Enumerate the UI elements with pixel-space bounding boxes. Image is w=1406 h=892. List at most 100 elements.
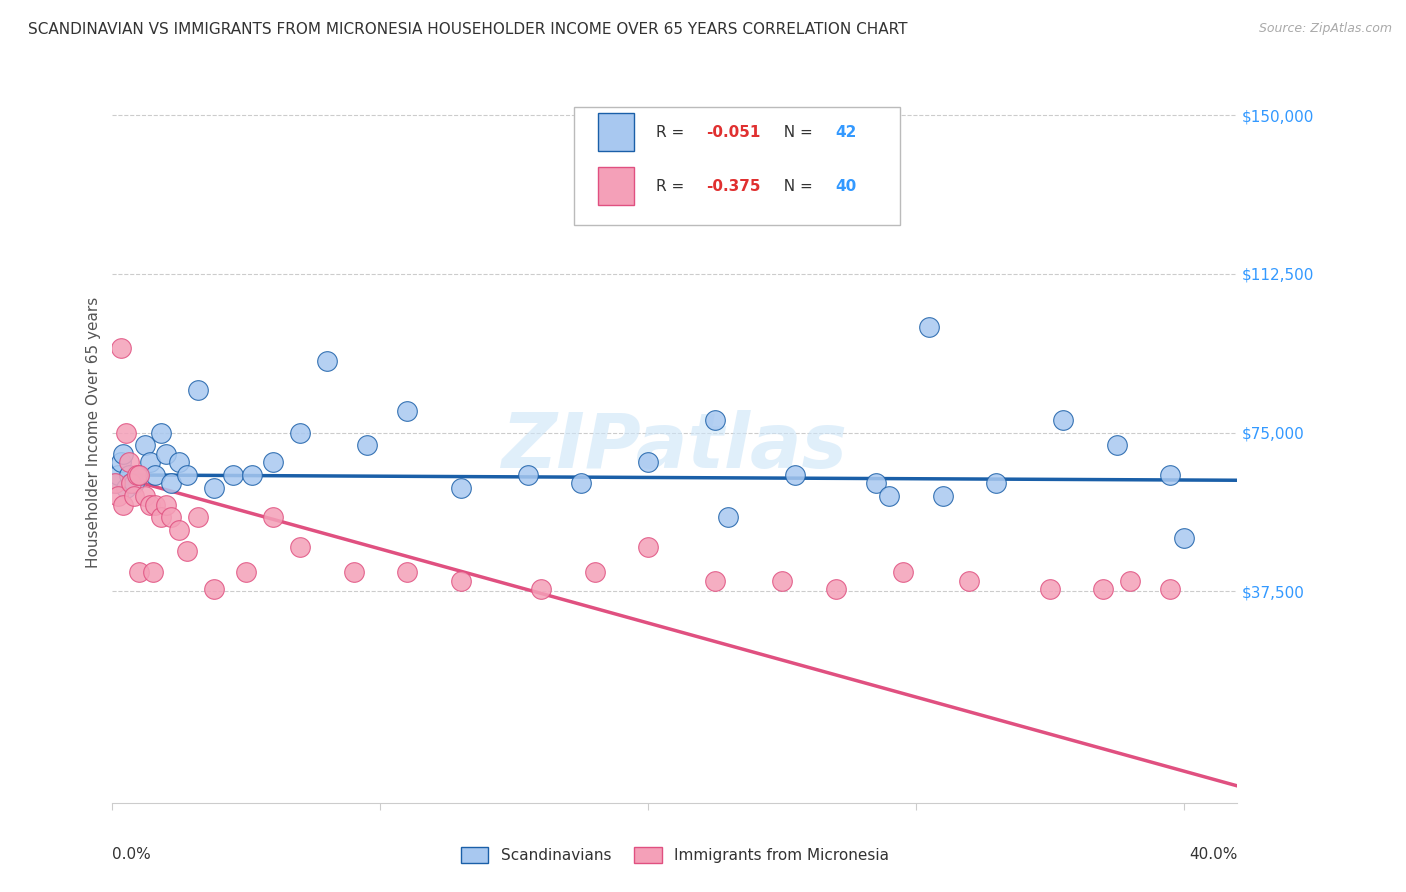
Text: 42: 42 (835, 125, 858, 140)
Point (396, 404, 419, 418)
Text: N =: N = (773, 125, 817, 140)
Point (107, 467, 129, 482)
Point (717, 510, 740, 524)
Point (120, 476, 142, 491)
Point (1052, 413, 1074, 427)
Legend: Scandinavians, Immigrants from Micronesia: Scandinavians, Immigrants from Micronesi… (454, 841, 896, 869)
Point (122, 476, 145, 491)
Point (770, 574, 793, 588)
Point (160, 510, 183, 524)
Point (342, 566, 364, 580)
Point (396, 566, 419, 580)
Point (155, 447, 177, 461)
Y-axis label: Householder Income Over 65 years: Householder Income Over 65 years (86, 297, 101, 568)
Point (288, 540, 311, 554)
Point (704, 574, 727, 588)
Point (125, 467, 148, 482)
Point (530, 582, 553, 596)
Point (516, 467, 538, 482)
Point (569, 476, 592, 491)
Point (877, 489, 900, 503)
Point (356, 438, 378, 452)
Point (155, 498, 177, 512)
Point (931, 489, 953, 503)
Point (169, 455, 191, 469)
Point (959, 574, 981, 588)
Text: SCANDINAVIAN VS IMMIGRANTS FROM MICRONESIA HOUSEHOLDER INCOME OVER 65 YEARS CORR: SCANDINAVIAN VS IMMIGRANTS FROM MICRONES… (28, 22, 908, 37)
Point (450, 574, 472, 588)
Point (176, 544, 198, 558)
Point (110, 341, 132, 355)
Point (785, 467, 807, 482)
Point (117, 467, 139, 482)
Point (262, 455, 284, 469)
Point (122, 489, 145, 503)
Point (222, 467, 245, 482)
Text: 0.0%: 0.0% (112, 847, 152, 863)
Point (134, 438, 156, 452)
Point (262, 510, 284, 524)
Point (139, 455, 162, 469)
FancyBboxPatch shape (599, 113, 634, 152)
Text: -0.051: -0.051 (706, 125, 761, 140)
Point (104, 476, 127, 491)
Point (240, 467, 263, 482)
Text: 40: 40 (835, 178, 858, 194)
Point (187, 384, 209, 398)
Point (110, 455, 132, 469)
Point (117, 455, 139, 469)
Point (315, 353, 337, 368)
Point (149, 510, 172, 524)
Point (1159, 467, 1181, 482)
Text: N =: N = (773, 178, 817, 194)
Point (104, 476, 127, 491)
Point (583, 566, 606, 580)
Point (450, 481, 472, 495)
Point (115, 425, 138, 440)
Point (112, 498, 135, 512)
Point (1105, 438, 1128, 452)
Point (918, 319, 941, 334)
Text: R =: R = (655, 125, 689, 140)
Point (142, 566, 165, 580)
Point (824, 582, 846, 596)
Point (235, 566, 257, 580)
Point (637, 455, 659, 469)
Point (115, 481, 138, 495)
Point (128, 467, 150, 482)
Point (891, 566, 914, 580)
Point (143, 498, 166, 512)
Point (149, 425, 172, 440)
Point (1159, 582, 1181, 596)
Text: Source: ZipAtlas.com: Source: ZipAtlas.com (1258, 22, 1392, 36)
Point (202, 582, 225, 596)
Text: R =: R = (655, 178, 689, 194)
Point (288, 425, 311, 440)
Point (112, 447, 135, 461)
Point (139, 498, 162, 512)
Point (120, 476, 142, 491)
Point (169, 523, 191, 537)
Point (704, 413, 727, 427)
FancyBboxPatch shape (599, 167, 634, 204)
Point (160, 476, 183, 491)
Point (128, 467, 150, 482)
Point (1039, 582, 1062, 596)
Text: ZIPatlas: ZIPatlas (502, 410, 848, 484)
Point (134, 489, 156, 503)
Point (128, 566, 150, 580)
Point (637, 540, 659, 554)
Point (176, 467, 198, 482)
Point (187, 510, 209, 524)
Text: -0.375: -0.375 (706, 178, 761, 194)
Point (986, 476, 1008, 491)
Point (865, 476, 887, 491)
Point (143, 467, 166, 482)
Point (1092, 582, 1115, 596)
Point (1119, 574, 1142, 588)
Point (202, 481, 225, 495)
FancyBboxPatch shape (574, 107, 900, 226)
Point (1173, 532, 1195, 546)
Point (107, 489, 129, 503)
Text: 40.0%: 40.0% (1189, 847, 1237, 863)
